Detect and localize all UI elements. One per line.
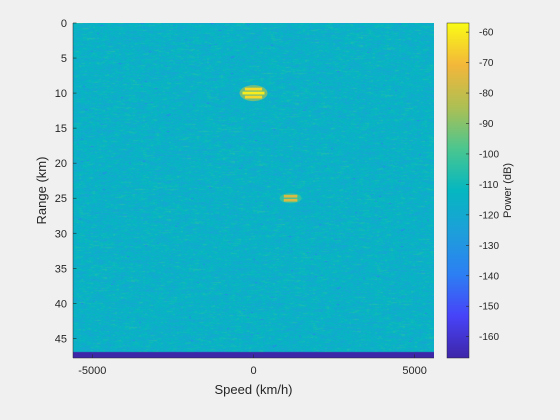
heatmap-cells — [73, 23, 434, 358]
y-axis-label: Range (km) — [34, 157, 49, 225]
colorbar-tick-label: -80 — [479, 89, 494, 100]
colorbar-tick-label: -140 — [479, 271, 499, 282]
colorbar-tick-label: -70 — [479, 58, 494, 69]
y-tick-label: 5 — [61, 53, 67, 65]
target-1 — [239, 85, 268, 102]
colorbar-tick-label: -110 — [479, 180, 499, 191]
y-tick-label: 15 — [55, 123, 67, 135]
y-tick-label: 25 — [55, 193, 67, 205]
y-tick-label: 30 — [55, 228, 67, 240]
y-tick-label: 10 — [55, 88, 67, 100]
x-tick-label: -5000 — [78, 365, 106, 377]
x-tick-label: 0 — [250, 365, 256, 377]
x-axis-label: Speed (km/h) — [214, 382, 292, 397]
colorbar-axis: -60 -70 -80 -90 -100 -110 -120 -130 -140 -150 -160 — [466, 28, 499, 343]
colorbar-tick-label: -60 — [479, 28, 494, 39]
x-axis: -5000 0 5000 — [73, 354, 434, 377]
y-tick-label: 0 — [61, 18, 67, 30]
colorbar-label: Power (dB) — [502, 163, 514, 218]
target-2 — [279, 193, 302, 204]
colorbar-tick-label: -120 — [479, 210, 499, 221]
y-axis: 0 5 10 15 20 25 30 35 40 45 — [55, 18, 77, 358]
colorbar-tick-label: -130 — [479, 241, 499, 252]
colorbar-tick-label: -90 — [479, 119, 494, 130]
y-tick-label: 40 — [55, 298, 67, 310]
y-tick-label: 35 — [55, 263, 67, 275]
colorbar-tick-label: -150 — [479, 302, 499, 313]
colorbar-tick-label: -100 — [479, 149, 499, 160]
x-tick-label: 5000 — [402, 365, 426, 377]
y-tick-label: 45 — [55, 333, 67, 345]
colorbar — [446, 22, 470, 359]
range-speed-heatmap — [73, 23, 434, 358]
colorbar-tick-label: -160 — [479, 332, 499, 343]
y-tick-label: 20 — [55, 158, 67, 170]
